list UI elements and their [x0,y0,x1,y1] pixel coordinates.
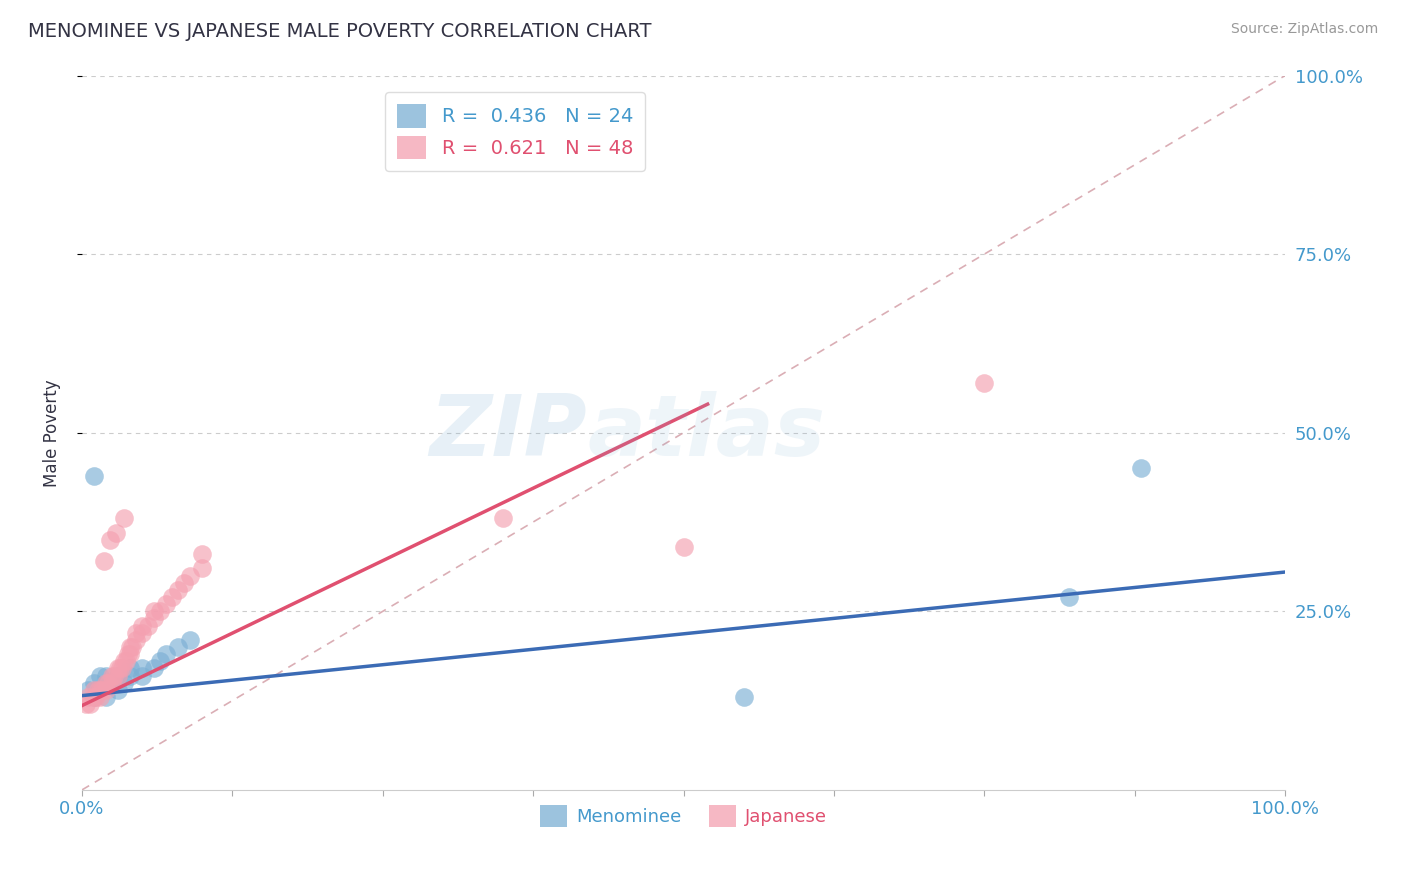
Y-axis label: Male Poverty: Male Poverty [44,379,60,486]
Point [191,561,214,575]
Point [112,654,135,668]
Point [107,668,129,682]
Point [1057,590,1080,604]
Point [131,668,153,682]
Point [75,697,97,711]
Legend: Menominee, Japanese: Menominee, Japanese [533,798,834,835]
Point [107,668,129,682]
Point [136,618,159,632]
Point [167,582,190,597]
Point [83,690,105,704]
Point [89,682,111,697]
Point [94,668,117,682]
Text: atlas: atlas [588,392,825,475]
Point [121,640,143,654]
Point [115,654,138,668]
Point [120,640,142,654]
Point [179,568,201,582]
Point [149,654,172,668]
Point [101,675,124,690]
Point [125,625,148,640]
Point [89,668,111,682]
Point [149,604,172,618]
Point [94,682,117,697]
Point [1129,461,1152,475]
Text: ZIP: ZIP [430,392,588,475]
Point [143,661,166,675]
Point [91,682,114,697]
Point [101,675,124,690]
Point [120,647,142,661]
Point [155,597,177,611]
Point [79,697,101,711]
Point [97,675,120,690]
Point [86,682,108,697]
Point [173,575,195,590]
Point [143,611,166,625]
Point [93,554,115,568]
Point [733,690,755,704]
Point [120,668,142,682]
Point [110,661,132,675]
Point [112,511,135,525]
Point [131,661,153,675]
Point [86,690,108,704]
Point [973,376,995,390]
Text: Source: ZipAtlas.com: Source: ZipAtlas.com [1230,22,1378,37]
Point [672,540,695,554]
Point [94,690,117,704]
Point [167,640,190,654]
Point [112,675,135,690]
Point [131,618,153,632]
Point [77,690,100,704]
Point [77,682,100,697]
Point [131,625,153,640]
Point [125,632,148,647]
Point [83,682,105,697]
Point [191,547,214,561]
Point [98,533,121,547]
Point [117,647,139,661]
Point [83,468,105,483]
Point [94,675,117,690]
Point [111,661,134,675]
Point [101,668,124,682]
Point [143,604,166,618]
Point [104,525,127,540]
Text: MENOMINEE VS JAPANESE MALE POVERTY CORRELATION CHART: MENOMINEE VS JAPANESE MALE POVERTY CORRE… [28,22,651,41]
Point [160,590,183,604]
Point [120,661,142,675]
Point [83,690,105,704]
Point [107,682,129,697]
Point [103,668,125,682]
Point [83,675,105,690]
Point [179,632,201,647]
Point [89,682,111,697]
Point [155,647,177,661]
Point [89,690,111,704]
Point [492,511,515,525]
Point [107,661,129,675]
